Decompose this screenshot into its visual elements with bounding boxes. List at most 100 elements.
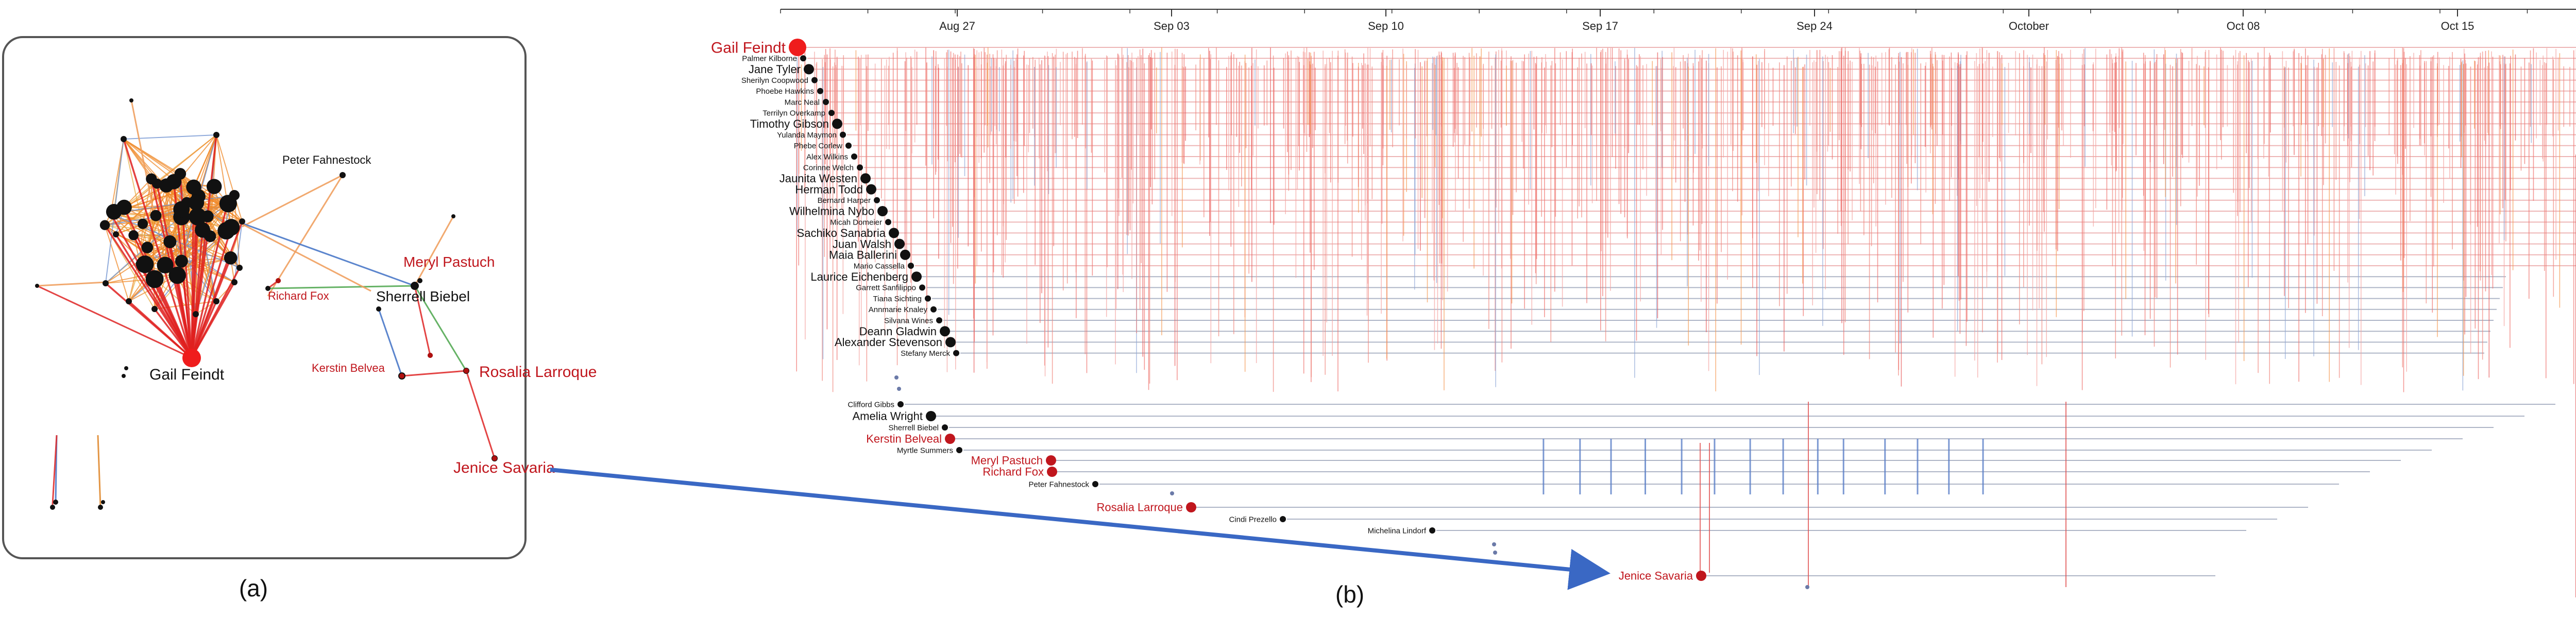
person-name: Cindi Prezello xyxy=(1229,515,1277,524)
graph-node xyxy=(376,306,381,312)
graph-node xyxy=(121,136,127,142)
graph-edge xyxy=(176,275,193,358)
graph-node xyxy=(137,218,148,229)
graph-edge xyxy=(191,221,243,358)
person-dot xyxy=(900,249,910,260)
axis-tick-label: Sep 03 xyxy=(1154,20,1190,32)
graph-edge xyxy=(123,139,193,358)
person-name: Bernard Harper xyxy=(818,196,871,205)
graph-node xyxy=(411,282,419,290)
person-name: Micah Domeier xyxy=(830,218,882,227)
person-dot xyxy=(860,173,871,184)
panel-b-timeline: Aug 27 Sep 03 Sep 10 Sep 17 Sep 24 October Oct… xyxy=(711,9,2576,608)
graph-edge xyxy=(267,285,415,289)
graph-node xyxy=(108,211,114,217)
graph-node xyxy=(136,255,154,273)
graph-node xyxy=(239,218,245,225)
person-dot xyxy=(926,411,936,421)
graph-edge xyxy=(378,308,403,376)
panel-a-frame xyxy=(2,36,527,559)
graph-edge xyxy=(110,139,124,214)
graph-edge xyxy=(115,234,235,283)
person-dot xyxy=(925,295,931,302)
person-dot xyxy=(1047,467,1057,477)
person-name: Alexander Stevenson xyxy=(835,336,942,349)
person-name: Wilhelmina Nybo xyxy=(789,205,874,218)
graph-node xyxy=(188,195,205,211)
label-peter-fahnestock: Peter Fahnestock xyxy=(282,153,371,166)
graph-node xyxy=(193,311,199,317)
label-gail-feindt: Gail Feindt xyxy=(149,366,225,383)
graph-node xyxy=(98,505,103,510)
person-name: Richard Fox xyxy=(982,466,1044,478)
person-dot xyxy=(832,118,842,129)
person-name: Stefany Merck xyxy=(901,349,950,358)
person-name: Sherilyn Coopwood xyxy=(741,76,808,85)
graph-edge xyxy=(242,174,343,228)
graph-node xyxy=(213,132,219,138)
label-rosalia-larroque: Rosalia Larroque xyxy=(479,364,597,381)
person-name: Amelia Wright xyxy=(852,410,923,423)
person-name: Marc Neal xyxy=(785,98,820,107)
graph-edge xyxy=(401,370,467,377)
person-name: Annmarie Knaley xyxy=(869,305,928,314)
person-name: Myrtle Summers xyxy=(897,446,953,455)
person-dot xyxy=(942,424,948,431)
graph-edge xyxy=(130,100,156,217)
person-dot xyxy=(1092,481,1098,487)
graph-node xyxy=(174,168,187,180)
person-name: Phoebe Hawkins xyxy=(756,87,814,96)
label-jenice-savaria: Jenice Savaria xyxy=(453,459,555,476)
graph-node xyxy=(128,230,139,241)
person-name: Clifford Gibbs xyxy=(848,400,894,409)
timeline-date-axis: Aug 27 Sep 03 Sep 10 Sep 17 Sep 24 October Oct… xyxy=(780,9,2576,32)
graph-node xyxy=(163,235,177,248)
graph-edge xyxy=(267,175,344,297)
person-name: Jaunita Westen xyxy=(779,172,857,185)
connector-arrow xyxy=(550,468,1611,590)
panel-a-nodes xyxy=(35,98,498,510)
graph-node xyxy=(35,284,39,288)
event-marker xyxy=(1492,542,1496,546)
person-name: Herman Todd xyxy=(795,183,863,196)
graph-node-highlight xyxy=(492,456,497,461)
label-sherrell-biebel: Sherrell Biebel xyxy=(376,288,470,304)
person-dot xyxy=(940,326,950,337)
graph-node xyxy=(124,366,128,370)
graph-edge xyxy=(234,221,243,283)
graph-node xyxy=(50,505,55,510)
person-dot xyxy=(897,401,904,407)
graph-node xyxy=(99,220,110,230)
label-kerstin-belvea: Kerstin Belvea xyxy=(312,362,385,374)
graph-node xyxy=(168,266,186,284)
graph-node xyxy=(145,270,164,288)
person-dot xyxy=(866,184,876,195)
graph-edge xyxy=(216,282,235,302)
person-name: Phebe Corlew xyxy=(794,142,842,150)
graph-node xyxy=(201,210,214,222)
graph-node xyxy=(213,298,219,304)
axis-tick-label: October xyxy=(2009,20,2049,32)
graph-node xyxy=(129,98,133,102)
person-dot xyxy=(1429,527,1435,534)
graph-node xyxy=(157,256,174,273)
graph-node xyxy=(146,173,157,185)
graph-node xyxy=(229,190,240,201)
person-dot xyxy=(828,110,835,116)
graph-node xyxy=(53,500,58,505)
person-dot xyxy=(845,142,852,149)
graph-edge xyxy=(37,281,106,287)
graph-node xyxy=(217,222,235,240)
axis-tick-label: Sep 24 xyxy=(1797,20,1833,32)
person-dot xyxy=(953,350,959,356)
person-dot xyxy=(911,271,922,282)
person-dot xyxy=(874,197,880,203)
person-name: Sachiko Sanabria xyxy=(797,227,886,239)
event-marker xyxy=(894,375,899,380)
person-dot xyxy=(857,164,863,171)
graph-node xyxy=(206,179,222,194)
person-name: Terrilyn Overkamp xyxy=(762,109,825,117)
graph-edge xyxy=(52,435,58,505)
person-dot xyxy=(877,206,888,216)
person-name: Michelina Lindorf xyxy=(1368,526,1427,535)
